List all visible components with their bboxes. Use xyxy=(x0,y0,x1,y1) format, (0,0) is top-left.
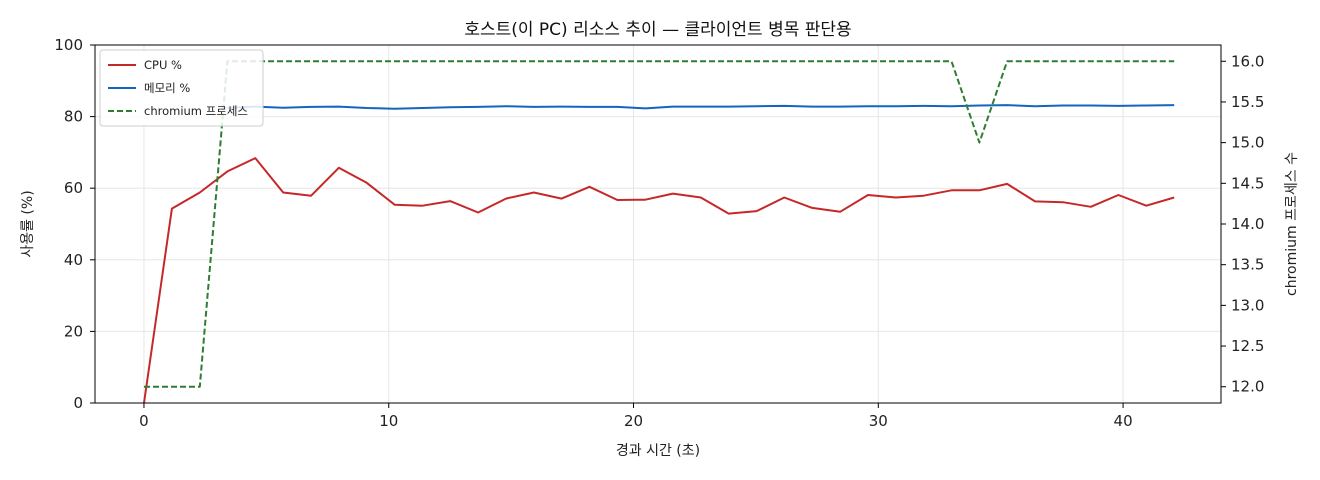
series-layer xyxy=(143,60,1175,404)
series-line-0 xyxy=(143,157,1175,404)
x-tick-label: 10 xyxy=(379,412,398,430)
x-tick-label: 30 xyxy=(869,412,888,430)
grid xyxy=(95,44,1221,404)
x-tick-label: 40 xyxy=(1114,412,1133,430)
y-tick-label: 0 xyxy=(73,394,83,412)
plot-frame xyxy=(94,44,1222,404)
y-tick-label: 60 xyxy=(64,179,83,197)
y-axis-right-label: chromium 프로세스 수 xyxy=(1284,152,1300,296)
series-line-2 xyxy=(144,60,1175,388)
y-tick-label: 100 xyxy=(54,36,83,54)
y-right-tick-label: 12.5 xyxy=(1231,337,1264,355)
y-axis-label: 사용률 (%) xyxy=(20,190,36,257)
y-tick-label: 80 xyxy=(64,108,83,126)
y-right-tick-label: 14.0 xyxy=(1231,215,1264,233)
legend-label: chromium 프로세스 xyxy=(144,104,248,118)
legend-label: 메모리 % xyxy=(144,81,190,95)
y-right-tick-label: 16.0 xyxy=(1231,52,1264,70)
x-tick-label: 20 xyxy=(624,412,643,430)
y-right-tick-label: 13.0 xyxy=(1231,296,1264,314)
y-tick-label: 40 xyxy=(64,251,83,269)
ticks: 0 10 20 30 40 0 20 40 60 80 100 12.0 12.5 13.0 13.5 14.… xyxy=(54,36,1264,430)
legend: CPU % 메모리 % chromium 프로세스 xyxy=(99,49,264,127)
y-right-tick-label: 14.5 xyxy=(1231,174,1264,192)
x-tick-label: 0 xyxy=(139,412,149,430)
y-right-tick-label: 13.5 xyxy=(1231,256,1264,274)
series-line-1 xyxy=(227,104,1175,110)
y-tick-label: 20 xyxy=(64,322,83,340)
legend-box xyxy=(99,49,264,127)
y-right-tick-label: 12.0 xyxy=(1231,378,1264,396)
y-right-tick-label: 15.0 xyxy=(1231,134,1264,152)
chart-title: 호스트(이 PC) 리소스 추이 — 클라이언트 병목 판단용 xyxy=(464,20,851,40)
x-axis-label: 경과 시간 (초) xyxy=(616,443,700,459)
legend-label: CPU % xyxy=(144,58,182,72)
y-right-tick-label: 15.5 xyxy=(1231,93,1264,111)
